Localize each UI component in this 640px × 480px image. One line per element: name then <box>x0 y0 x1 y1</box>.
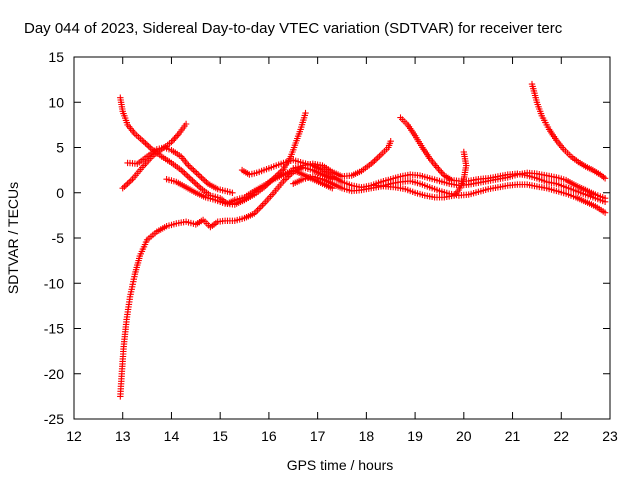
plot-frame <box>73 56 611 420</box>
y-tick-label: 0 <box>56 185 64 201</box>
x-tick-label: 20 <box>456 428 472 444</box>
x-tick-label: 16 <box>261 428 277 444</box>
x-tick-label: 15 <box>212 428 228 444</box>
x-tick-label: 21 <box>505 428 521 444</box>
x-tick-label: 17 <box>310 428 326 444</box>
x-tick-label: 12 <box>66 428 82 444</box>
x-axis-label: GPS time / hours <box>287 457 394 473</box>
series-track-3 <box>119 120 190 192</box>
y-tick-label: 15 <box>48 49 64 65</box>
x-tick-label: 22 <box>553 428 569 444</box>
y-tick-label: -20 <box>44 366 64 382</box>
series-track-7 <box>290 138 394 180</box>
series-track-5 <box>163 109 309 208</box>
x-tick-label: 13 <box>115 428 131 444</box>
series-track-1 <box>117 164 336 400</box>
x-tick-label: 19 <box>407 428 423 444</box>
y-tick-label: 10 <box>48 94 64 110</box>
axes-ticks <box>73 56 611 420</box>
x-tick-label: 23 <box>602 428 618 444</box>
data-markers <box>117 80 609 400</box>
x-tick-label: 14 <box>164 428 180 444</box>
y-tick-label: -5 <box>52 230 65 246</box>
series-track-11 <box>528 80 609 182</box>
series-track-9 <box>397 114 609 205</box>
series-track-8 <box>290 173 609 216</box>
series-track-4 <box>124 144 236 196</box>
y-tick-label: -15 <box>44 321 64 337</box>
series-track-2 <box>117 94 336 207</box>
series-track-10 <box>372 148 470 201</box>
y-tick-label: -25 <box>44 411 64 427</box>
y-axis-label: SDTVAR / TECUs <box>5 182 21 294</box>
chart-title: Day 044 of 2023, Sidereal Day-to-day VTE… <box>24 20 563 37</box>
y-tick-labels: -25 -20 -15 -10 -5 0 5 10 15 <box>44 49 64 427</box>
x-tick-label: 18 <box>359 428 375 444</box>
y-tick-label: -10 <box>44 275 64 291</box>
x-tick-labels: 12 13 14 15 16 17 18 19 20 21 22 23 <box>66 428 618 444</box>
y-tick-label: 5 <box>56 140 64 156</box>
